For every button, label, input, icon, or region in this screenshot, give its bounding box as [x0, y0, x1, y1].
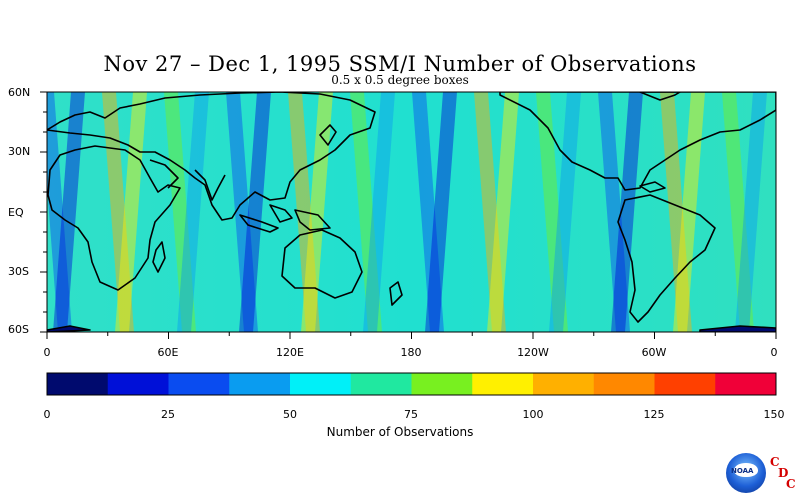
lat-label: 60S: [8, 323, 29, 336]
orbit-swath: [412, 92, 444, 332]
coastlines: [47, 92, 776, 332]
colorbar-tick-label: 75: [404, 408, 418, 421]
orbit-swath: [722, 92, 754, 332]
colorbar-swatch: [472, 373, 534, 395]
orbit-swath: [177, 92, 209, 332]
map-subtitle: 0.5 x 0.5 degree boxes: [331, 73, 469, 87]
orbit-swath: [164, 92, 196, 332]
colorbar-tick-label: 150: [763, 408, 785, 421]
orbit-swath: [47, 92, 72, 332]
orbit-swath: [301, 92, 333, 332]
colorbar-tick-label: 25: [161, 408, 175, 421]
noaa-logo-icon: NOAA: [726, 453, 766, 493]
colorbar-swatch: [290, 373, 352, 395]
noaa-logo-text: NOAA: [731, 467, 754, 475]
orbit-swath: [363, 92, 395, 332]
colorbar-swatch: [715, 373, 777, 395]
colorbar-swatch: [229, 373, 291, 395]
orbit-swath: [350, 92, 382, 332]
lon-label: 120E: [276, 346, 304, 359]
lat-label: 30S: [8, 265, 29, 278]
colorbar-swatch: [107, 373, 169, 395]
noaa-bird-icon: [734, 463, 758, 477]
colorbar-swatch: [168, 373, 230, 395]
lon-label: 0: [770, 346, 778, 359]
colorbar: [46, 372, 777, 396]
colorbar-swatch: [47, 373, 109, 395]
lat-label: 60N: [8, 86, 31, 99]
map-title: Nov 27 – Dec 1, 1995 SSM/I Number of Obs…: [103, 52, 697, 76]
lon-label: 180: [400, 346, 422, 359]
lon-label: 60E: [157, 346, 179, 359]
orbit-swath: [549, 92, 581, 332]
lon-label: 0: [43, 346, 51, 359]
colorbar-swatch: [593, 373, 655, 395]
orbit-swath: [598, 92, 630, 332]
colorbar-swatch: [533, 373, 595, 395]
orbit-swath: [53, 92, 85, 332]
orbit-swath: [239, 92, 271, 332]
orbit-swath: [474, 92, 506, 332]
lat-label: EQ: [8, 206, 24, 219]
lat-label: 30N: [8, 145, 31, 158]
orbit-swath: [102, 92, 134, 332]
colorbar-tick-label: 0: [43, 408, 51, 421]
observation-field: [47, 92, 776, 332]
orbit-swath: [660, 92, 692, 332]
cdc-letter: C: [786, 477, 796, 491]
orbit-swath: [536, 92, 568, 332]
colorbar-swatch: [654, 373, 716, 395]
orbit-swath: [425, 92, 457, 332]
colorbar-swatch: [411, 373, 473, 395]
cdc-letter: C: [770, 455, 780, 469]
orbit-swath: [226, 92, 258, 332]
colorbar-tick-label: 125: [643, 408, 665, 421]
orbit-swath: [611, 92, 643, 332]
colorbar-title: Number of Observations: [326, 425, 474, 439]
colorbar-tick-label: 50: [283, 408, 297, 421]
orbit-swath: [487, 92, 519, 332]
colorbar-swatch: [350, 373, 412, 395]
lon-label: 120W: [517, 346, 549, 359]
lon-label: 60W: [641, 346, 667, 359]
cdc-letter: D: [778, 466, 789, 480]
orbit-swath: [735, 92, 767, 332]
axis-ticks: [40, 91, 777, 339]
colorbar-tick-label: 100: [522, 408, 544, 421]
